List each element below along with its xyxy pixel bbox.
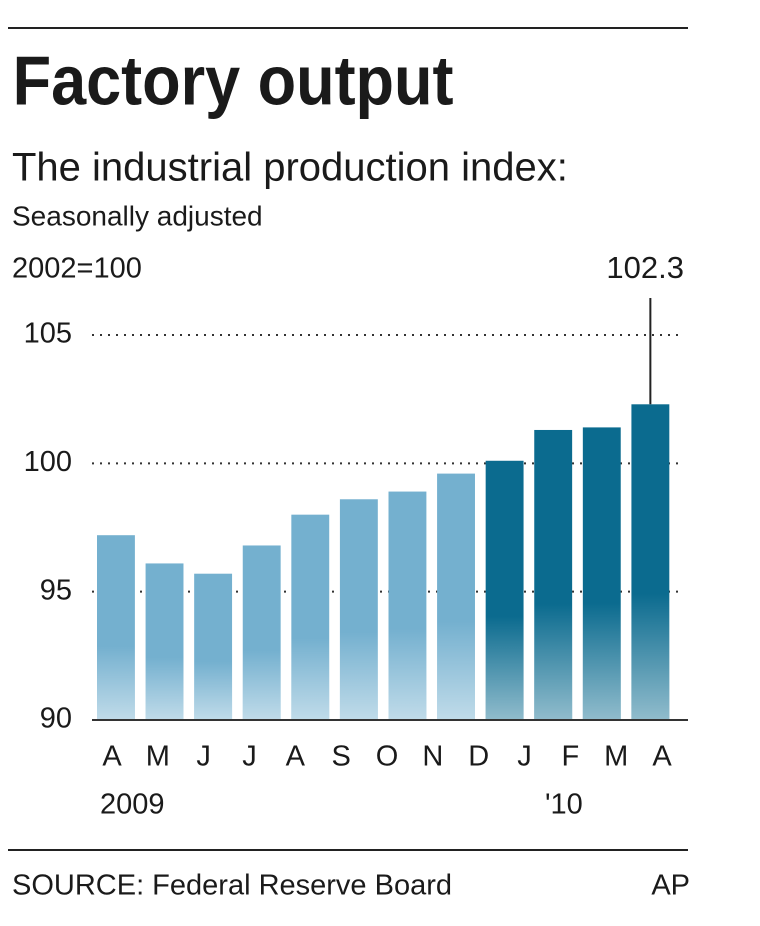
x-tick-label: N: [422, 741, 443, 773]
chart-title: Factory output: [13, 42, 454, 120]
y-tick-label: 90: [40, 703, 72, 735]
bar-shade: [485, 460, 524, 720]
y-tick-label: 100: [24, 446, 72, 478]
x-tick-label: F: [561, 741, 579, 773]
bar-shade: [194, 573, 233, 720]
x-tick-label: A: [286, 741, 306, 773]
bar-shade: [242, 545, 281, 720]
bar-shade: [291, 514, 330, 720]
y-tick-label: 105: [24, 318, 72, 350]
subtitle: The industrial production index:: [12, 146, 568, 190]
x-tick-label: O: [376, 741, 399, 773]
x-tick-label: J: [242, 741, 257, 773]
x-tick-label: J: [196, 741, 211, 773]
x-tick-label: S: [331, 741, 350, 773]
unit-label: 2002=100: [12, 253, 142, 285]
x-tick-label: D: [468, 741, 489, 773]
x-tick-label: M: [146, 741, 170, 773]
bar-shade: [388, 491, 427, 720]
note: Seasonally adjusted: [12, 200, 263, 231]
x-tick-label: A: [102, 741, 122, 773]
bar-shade: [534, 429, 573, 720]
year-label: 2009: [100, 789, 165, 821]
source: SOURCE: Federal Reserve Board: [12, 870, 452, 902]
x-tick-label: A: [652, 741, 672, 773]
value-label: 102.3: [606, 250, 684, 285]
bar-shade: [582, 427, 621, 720]
bar-shade: [631, 404, 670, 720]
x-tick-label: M: [604, 741, 628, 773]
bar-shade: [437, 473, 475, 720]
year-label: '10: [545, 789, 583, 821]
bar-shade: [339, 499, 378, 720]
x-tick-label: J: [517, 741, 532, 773]
bar-shade: [97, 535, 135, 720]
credit: AP: [651, 870, 690, 902]
y-tick-label: 95: [40, 574, 72, 606]
bar-shade: [145, 563, 184, 720]
